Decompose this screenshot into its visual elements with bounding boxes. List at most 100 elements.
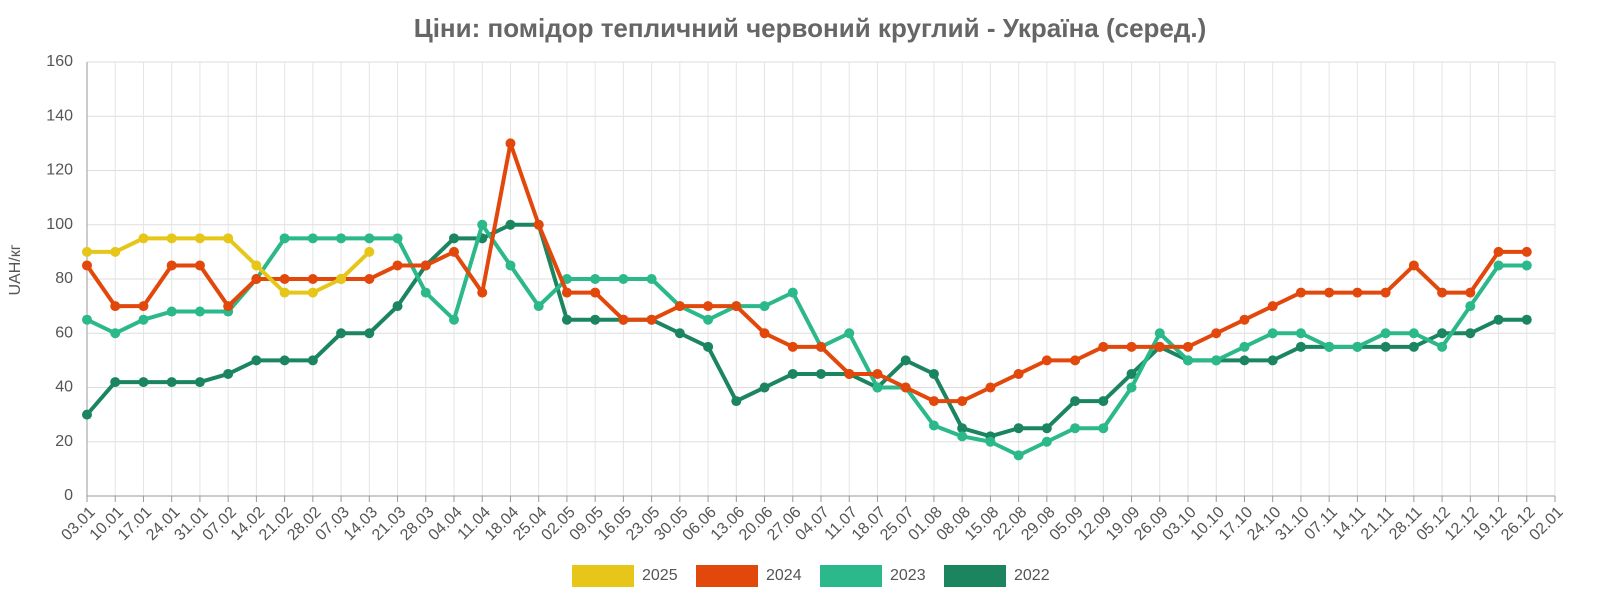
data-point	[110, 328, 121, 339]
series-line	[85, 141, 1527, 404]
data-point	[449, 233, 459, 244]
data-point	[731, 396, 742, 407]
data-point	[787, 287, 798, 298]
data-point	[759, 328, 770, 339]
data-point	[928, 420, 939, 431]
legend-label: 2024	[766, 567, 802, 584]
data-point	[449, 314, 459, 325]
data-point	[166, 260, 177, 271]
data-point	[1098, 396, 1109, 407]
data-point	[505, 219, 516, 230]
data-point	[1013, 450, 1024, 461]
data-point	[392, 233, 403, 244]
data-point	[1126, 368, 1137, 379]
data-point	[505, 260, 516, 271]
data-point	[1380, 328, 1391, 339]
data-point	[110, 246, 121, 257]
data-point	[307, 233, 318, 244]
data-point	[1154, 341, 1165, 352]
data-point	[1267, 301, 1278, 312]
data-point	[166, 306, 177, 317]
data-point	[1154, 328, 1165, 339]
data-point	[1295, 287, 1306, 298]
chart-title: Ціни: помідор тепличний червоний круглий…	[414, 13, 1207, 43]
data-point	[985, 382, 996, 393]
data-point	[194, 233, 205, 244]
data-point	[1295, 341, 1306, 352]
data-point	[900, 355, 911, 366]
data-point	[1183, 355, 1193, 366]
data-point	[646, 314, 657, 325]
data-point	[1267, 328, 1278, 339]
legend-label: 2022	[1014, 567, 1050, 584]
data-point	[957, 431, 968, 442]
data-point	[138, 233, 149, 244]
data-point	[590, 287, 601, 298]
data-point	[138, 377, 149, 388]
data-point	[82, 409, 92, 420]
data-point	[1408, 260, 1419, 271]
data-point	[223, 301, 234, 312]
data-point	[166, 377, 177, 388]
data-point	[1521, 260, 1532, 271]
data-point	[1380, 341, 1391, 352]
data-point	[336, 328, 347, 339]
data-point	[392, 260, 403, 271]
data-point	[590, 314, 601, 325]
data-point	[1465, 287, 1476, 298]
data-point	[928, 368, 939, 379]
data-point	[420, 260, 431, 271]
data-point	[816, 341, 826, 352]
data-point	[985, 436, 996, 447]
data-point	[1183, 341, 1193, 352]
data-point	[505, 138, 516, 149]
data-point	[223, 233, 234, 244]
legend-swatch	[572, 565, 634, 587]
data-point	[1295, 328, 1306, 339]
data-point	[703, 301, 714, 312]
data-point	[533, 301, 544, 312]
data-point	[1408, 328, 1419, 339]
data-point	[561, 314, 572, 325]
data-point	[194, 260, 205, 271]
data-point	[1013, 423, 1024, 434]
data-point	[1521, 314, 1532, 325]
legend-swatch	[944, 565, 1006, 587]
data-point	[957, 423, 968, 434]
data-point	[194, 306, 205, 317]
data-point	[533, 219, 544, 230]
data-point	[1126, 382, 1137, 393]
data-point	[1493, 314, 1504, 325]
data-point	[561, 287, 572, 298]
y-tick-label: 100	[46, 216, 73, 233]
data-point	[1352, 341, 1363, 352]
data-point	[731, 301, 742, 312]
data-point	[194, 377, 205, 388]
data-point	[872, 368, 883, 379]
data-point	[844, 368, 855, 379]
y-tick-label: 140	[46, 107, 73, 124]
data-point	[674, 328, 685, 339]
data-point	[759, 382, 770, 393]
data-point	[1352, 287, 1363, 298]
data-point	[1408, 341, 1419, 352]
legend-label: 2023	[890, 567, 926, 584]
data-point	[1239, 314, 1250, 325]
data-point	[307, 355, 318, 366]
legend-swatch	[820, 565, 882, 587]
data-point	[957, 396, 968, 407]
data-point	[364, 328, 375, 339]
data-point	[1437, 341, 1448, 352]
series-line	[86, 222, 1527, 458]
y-tick-label: 0	[64, 487, 73, 504]
data-point	[477, 287, 488, 298]
data-point	[844, 328, 855, 339]
data-point	[307, 287, 318, 298]
data-point	[816, 368, 826, 379]
data-point	[279, 287, 290, 298]
data-point	[279, 233, 290, 244]
data-point	[872, 382, 883, 393]
data-point	[900, 382, 911, 393]
data-point	[1267, 355, 1278, 366]
data-point	[1380, 287, 1391, 298]
